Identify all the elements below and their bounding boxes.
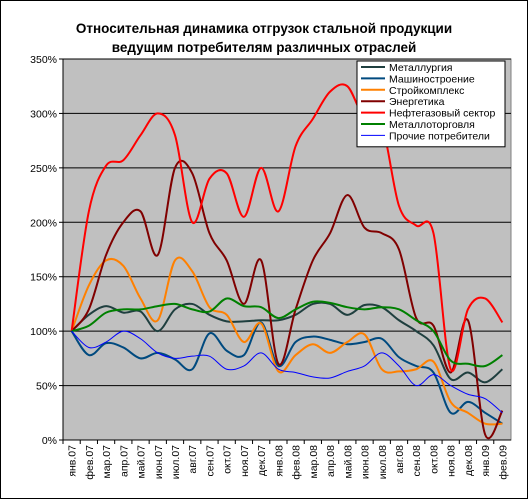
x-tick-label: июн.07 [153, 445, 165, 479]
x-tick-label: сен.07 [204, 445, 216, 477]
series-line-7 [71, 330, 503, 414]
y-tick-label: 200% [30, 217, 57, 229]
series-line-1 [70, 301, 504, 384]
x-tick-label: июн.08 [360, 445, 372, 479]
chart-title-line1: Относительная динамика отгрузок стальной… [75, 21, 453, 36]
x-tick-label: май.08 [342, 445, 354, 479]
y-tick-label: 150% [30, 272, 57, 284]
legend-label: Энергетика [389, 96, 445, 108]
legend-label: Прочие потребители [389, 130, 490, 142]
series-line-3 [70, 256, 503, 426]
x-tick-label: дек.07 [256, 445, 268, 476]
y-tick-label: 350% [30, 54, 57, 66]
series-line-6 [71, 297, 503, 368]
x-tick-label: авг.08 [394, 445, 406, 474]
x-tick-label: мар.07 [101, 445, 113, 479]
legend [356, 60, 506, 148]
x-tick-label: янв.08 [273, 445, 285, 477]
legend-label: Стройкомплекс [389, 85, 464, 97]
x-tick-label: ноя.08 [446, 445, 458, 477]
x-tick-label: июл.07 [170, 445, 182, 479]
y-tick-label: 0% [42, 435, 57, 447]
legend-label: Машиностроение [389, 73, 475, 85]
chart-title: Относительная динамика отгрузок стальной… [1, 19, 527, 57]
legend-label: Нефтегазовый сектор [389, 108, 495, 120]
y-tick-label: 250% [30, 163, 57, 175]
x-tick-label: дек.08 [463, 445, 475, 476]
x-tick-label: ноя.07 [239, 445, 251, 477]
x-tick-label: сен.08 [411, 445, 423, 477]
x-tick-label: фев.09 [497, 445, 509, 480]
x-tick-label: янв.09 [480, 445, 492, 477]
y-tick-label: 100% [30, 326, 57, 338]
legend-label: Металлоторговля [389, 119, 475, 131]
series-line-4 [70, 159, 504, 440]
x-tick-label: мар.08 [308, 445, 320, 479]
x-tick-label: авг.07 [187, 445, 199, 474]
series-line-5 [70, 83, 504, 372]
x-tick-label: янв.07 [67, 445, 79, 477]
chart-title-line2: ведущим потребителям различных отраслей [111, 40, 417, 55]
x-tick-label: окт.08 [428, 445, 440, 474]
x-tick-label: фев.08 [291, 445, 303, 480]
y-tick-label: 300% [30, 108, 57, 120]
x-tick-label: фев.07 [84, 445, 96, 480]
legend-label: Металлургия [389, 62, 453, 74]
series-line-2 [70, 321, 503, 425]
x-tick-label: май.07 [136, 445, 148, 479]
x-tick-label: апр.07 [118, 445, 130, 477]
x-tick-label: июл.08 [377, 445, 389, 479]
x-tick-label: апр.08 [325, 445, 337, 477]
y-tick-label: 50% [36, 381, 57, 393]
x-tick-label: окт.07 [222, 445, 234, 474]
